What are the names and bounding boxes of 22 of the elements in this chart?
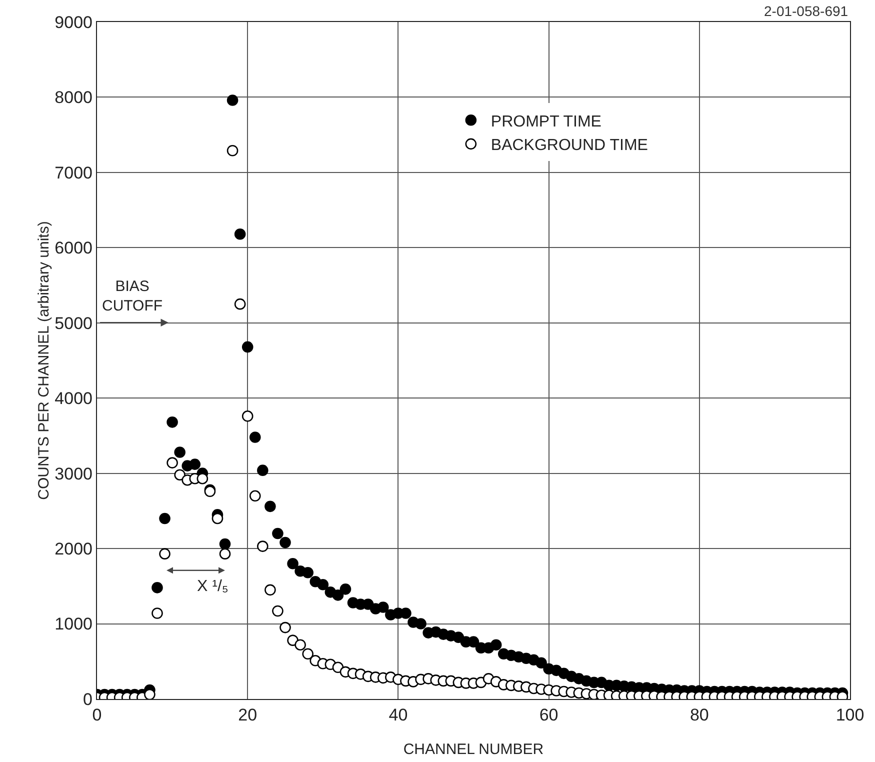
x-tick-label: 20 [238,706,258,724]
annotation: BIAS CUTOFF [102,278,163,314]
y-tick-label: 8000 [54,88,92,108]
x-axis-title: CHANNEL NUMBER [403,741,544,758]
y-axis-title: COUNTS PER CHANNEL (arbitrary units) [36,221,53,500]
y-tick-label: 2000 [54,540,92,559]
y-tick-label: 3000 [54,464,92,484]
y-tick-label: 4000 [54,389,92,408]
y-tick-label: 7000 [54,163,92,182]
y-tick-label: 0 [83,690,92,709]
text: 2-01-058-691 [764,3,848,19]
x-tick-label: 60 [539,706,558,724]
y-tick-label: 1000 [54,614,92,634]
legend-label: BACKGROUND TIME [490,137,648,154]
legend-label: PROMPT TIME [490,113,602,130]
x-tick-label: 40 [388,706,408,724]
y-tick-label: 5000 [54,314,92,333]
y-tick-label: 6000 [54,238,92,258]
y-tick-label: 9000 [54,12,92,32]
x-tick-label: 80 [690,706,709,724]
annotation: X ¹/₅ [197,578,228,595]
x-tick-label: 100 [836,706,864,724]
